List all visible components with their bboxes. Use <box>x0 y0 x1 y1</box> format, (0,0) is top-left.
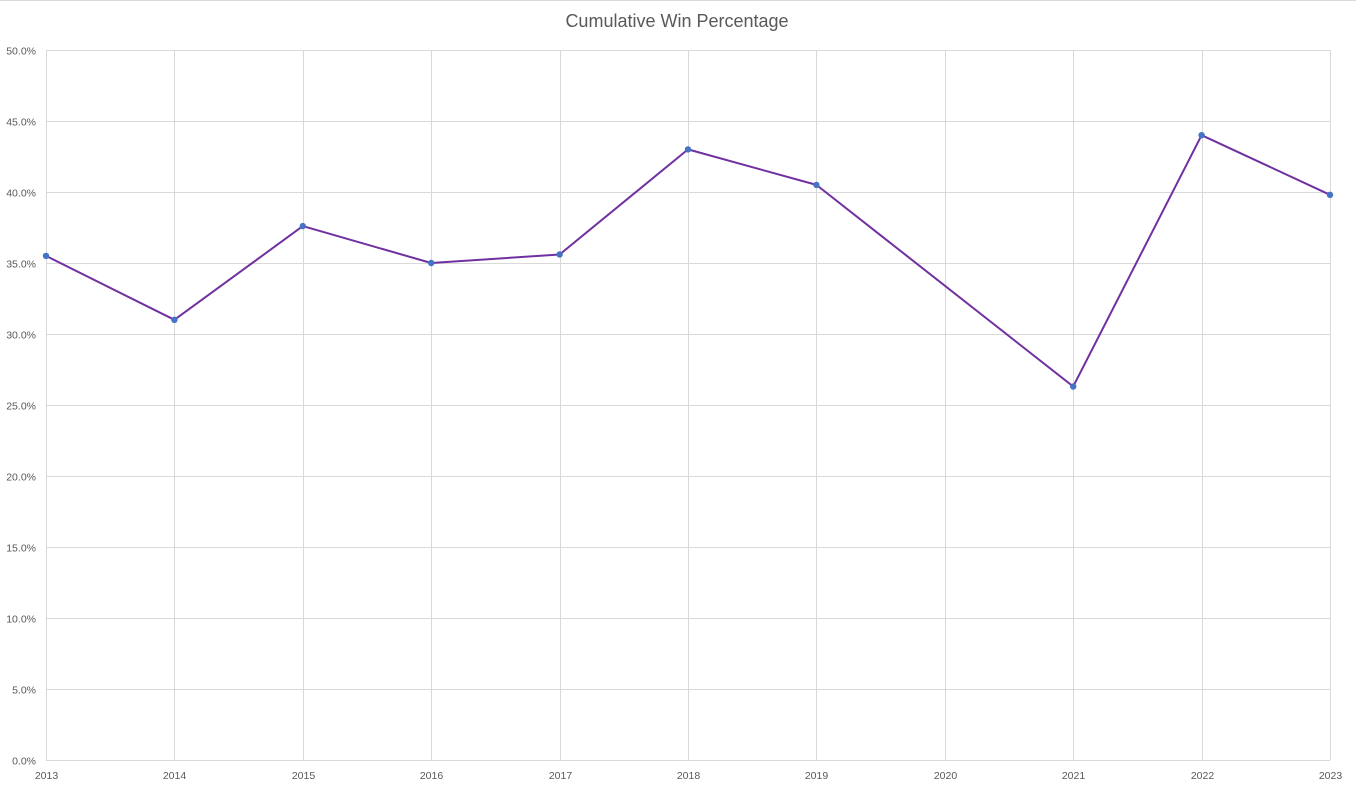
data-point <box>1070 383 1077 390</box>
x-axis-tick-labels: 2013 2014 2015 2016 2017 2018 2019 2020 2021 2022… <box>35 770 1343 782</box>
chart-title: Cumulative Win Percentage <box>565 11 788 31</box>
x-tick-label: 2014 <box>163 770 187 782</box>
chart-top-border <box>0 0 1356 1</box>
y-tick-label: 15.0% <box>6 543 36 555</box>
data-point <box>42 252 50 260</box>
y-tick-label: 30.0% <box>6 330 36 342</box>
x-tick-label: 2016 <box>420 770 444 782</box>
x-tick-label: 2013 <box>35 770 59 782</box>
y-tick-label: 20.0% <box>6 472 36 484</box>
y-tick-label: 25.0% <box>6 401 36 413</box>
x-tick-label: 2023 <box>1319 770 1343 782</box>
y-tick-label: 5.0% <box>12 685 36 697</box>
x-tick-label: 2020 <box>934 770 958 782</box>
data-point <box>428 259 435 267</box>
data-point <box>556 251 563 258</box>
x-tick-label: 2017 <box>549 770 573 782</box>
y-tick-label: 40.0% <box>6 188 36 200</box>
y-tick-label: 45.0% <box>6 117 36 129</box>
y-tick-label: 0.0% <box>12 756 36 768</box>
y-tick-label: 35.0% <box>6 259 36 271</box>
data-point <box>299 222 306 230</box>
data-point <box>171 316 178 323</box>
x-tick-label: 2021 <box>1062 770 1086 782</box>
x-tick-label: 2018 <box>677 770 701 782</box>
data-point <box>1326 191 1334 199</box>
data-point <box>1198 132 1205 139</box>
y-tick-label: 10.0% <box>6 614 36 626</box>
x-tick-label: 2015 <box>292 770 316 782</box>
y-tick-label: 50.0% <box>6 46 36 58</box>
data-point <box>813 181 820 189</box>
x-tick-label: 2019 <box>805 770 829 782</box>
data-point <box>684 146 692 153</box>
x-tick-label: 2022 <box>1191 770 1215 782</box>
y-axis-tick-labels: 0.0% 5.0% 10.0% 15.0% 20.0% 25.0% 30.0% 35.0% 40… <box>6 46 36 768</box>
series-layer <box>42 132 1334 390</box>
gridlines <box>46 50 1331 761</box>
series-line <box>45 134 1331 388</box>
